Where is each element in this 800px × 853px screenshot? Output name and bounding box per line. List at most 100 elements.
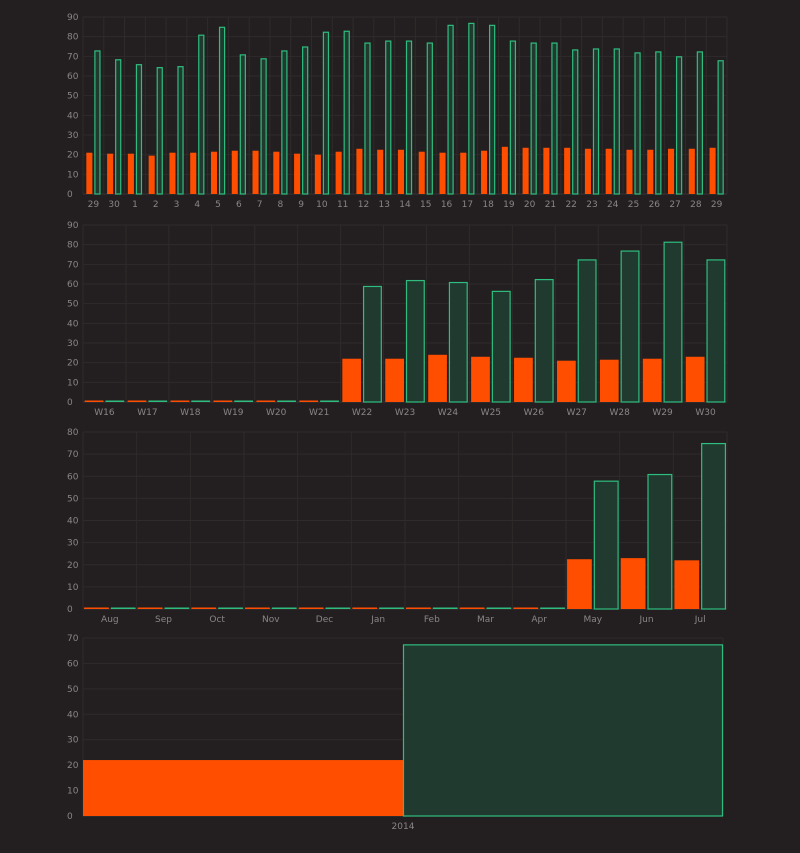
green-bar [540,607,565,609]
x-tick-label: W21 [309,408,329,418]
x-tick-label: 3 [174,200,180,210]
orange-bar [83,760,403,816]
orange-bar [688,148,695,194]
y-tick-label: 60 [67,280,79,290]
orange-bar [377,149,384,194]
x-tick-label: W29 [652,408,673,418]
y-tick-label: 40 [67,517,79,527]
x-tick-label: 22 [565,200,576,210]
orange-bar [273,151,280,194]
green-bar [385,40,392,195]
y-tick-label: 20 [67,561,79,571]
orange-bar [190,152,197,194]
x-tick-label: 12 [358,200,369,210]
green-bar [572,49,579,195]
x-tick-label: 19 [503,200,515,210]
green-bar [364,42,371,195]
green-bar [402,644,724,817]
orange-bar [584,148,591,194]
green-bar [426,42,433,195]
x-tick-label: 30 [108,200,120,210]
x-tick-label: W28 [609,408,630,418]
x-tick-label: 14 [399,200,411,210]
y-tick-label: 0 [67,605,73,615]
orange-bar [252,150,259,194]
x-tick-label: Dec [316,615,333,625]
green-bar [717,60,724,195]
orange-bar [522,147,529,194]
orange-bar [299,400,319,402]
green-bar [405,279,425,403]
x-tick-label: May [584,615,603,625]
green-bar [191,400,211,402]
orange-bar [564,147,571,194]
orange-bar [84,607,109,609]
y-tick-label: 80 [67,241,79,251]
green-bar [218,26,226,195]
green-bar [271,607,297,609]
orange-bar [642,358,662,402]
x-tick-label: Jan [370,615,385,625]
x-tick-label: W18 [180,408,201,418]
y-tick-label: 30 [67,131,79,141]
y-tick-label: 50 [67,300,79,310]
green-bar [675,56,683,195]
orange-bar [460,152,467,194]
orange-bar [231,150,238,194]
green-bar [634,52,641,195]
x-tick-label: W24 [438,408,459,418]
x-tick-label: W22 [352,408,372,418]
green-bar [593,480,619,610]
y-tick-label: 50 [67,494,79,504]
x-tick-label: 8 [277,200,283,210]
y-tick-label: 40 [67,111,79,121]
green-bar [277,400,296,402]
green-bar [105,400,125,402]
orange-bar [556,360,576,402]
y-tick-label: 20 [67,151,79,161]
x-tick-label: 24 [607,200,619,210]
x-tick-label: 4 [194,200,200,210]
orange-bar [356,148,363,194]
x-tick-label: Feb [424,615,440,625]
x-tick-label: 15 [420,200,431,210]
green-bar [551,42,558,195]
green-bar [135,64,143,195]
x-tick-label: 27 [669,200,680,210]
y-tick-label: 50 [67,92,79,102]
green-bar [148,400,168,402]
x-tick-label: W27 [567,408,587,418]
x-tick-label: W17 [137,408,157,418]
green-bar [260,58,267,195]
x-tick-label: 28 [690,200,702,210]
x-tick-label: Sep [155,615,172,625]
y-tick-label: 60 [67,472,79,482]
green-bar [320,400,339,402]
orange-bar [86,152,93,194]
green-bar [362,285,382,403]
green-bar [448,281,468,403]
orange-bar [294,153,301,194]
orange-bar [647,149,654,194]
x-tick-label: 7 [257,200,263,210]
y-tick-label: 30 [67,736,79,746]
y-tick-label: 30 [67,339,79,349]
green-bar [234,400,254,402]
orange-bar [459,607,485,609]
orange-bar [385,358,404,402]
orange-bar [685,356,705,402]
green-bar [164,607,190,609]
orange-bar [668,148,675,194]
x-tick-label: 18 [482,200,494,210]
green-bar [239,54,246,195]
x-tick-label: 17 [462,200,473,210]
yearly-bar-chart: 0 10 20 30 40 50 60 70 2014 [67,634,724,832]
green-bar [94,50,101,195]
x-tick-label: W23 [395,408,415,418]
orange-bar [127,153,134,194]
green-bar [647,473,673,610]
green-bar [655,51,662,195]
green-bar [701,442,727,610]
orange-bar [84,400,104,402]
